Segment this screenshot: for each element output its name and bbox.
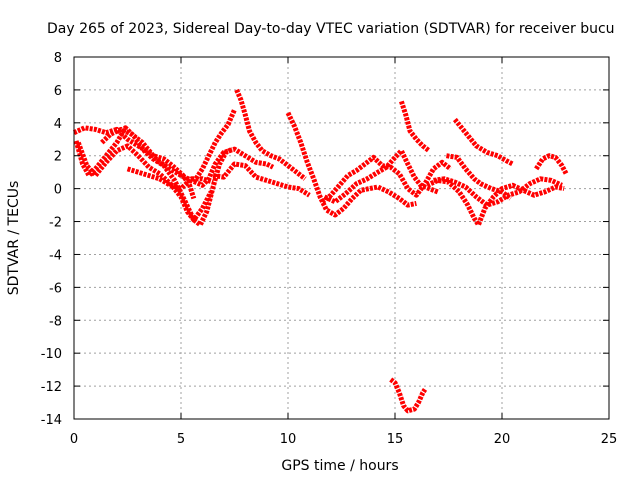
x-axis-label: GPS time / hours bbox=[281, 458, 398, 474]
series-arc-13 bbox=[426, 177, 565, 228]
series-arc-14 bbox=[433, 176, 563, 208]
series-arc-2 bbox=[73, 125, 234, 228]
y-tick-label: -4 bbox=[49, 248, 62, 263]
x-tick-label: 25 bbox=[601, 432, 618, 447]
y-axis-label: SDTVAR / TECUs bbox=[6, 181, 22, 296]
series-arc-16 bbox=[452, 117, 514, 167]
y-tick-label: -14 bbox=[41, 413, 62, 428]
y-tick-label: -12 bbox=[41, 380, 62, 395]
y-tick-label: 8 bbox=[54, 51, 62, 66]
y-tick-label: 4 bbox=[54, 117, 62, 132]
series-arc-7 bbox=[234, 88, 307, 181]
series-arc-3 bbox=[75, 141, 214, 223]
plot-frame bbox=[73, 56, 610, 420]
series-arc-6 bbox=[191, 108, 237, 184]
series-arc-17 bbox=[534, 153, 569, 175]
x-tick-label: 20 bbox=[494, 432, 511, 447]
x-tick-label: 0 bbox=[70, 432, 78, 447]
series-arc-5 bbox=[126, 166, 214, 192]
data-series bbox=[72, 88, 569, 414]
y-tick-label: 0 bbox=[54, 183, 62, 198]
series-arc-11 bbox=[323, 148, 439, 205]
axis-ticks bbox=[73, 56, 610, 420]
chart-title: Day 265 of 2023, Sidereal Day-to-day VTE… bbox=[47, 21, 615, 37]
series-arc-18 bbox=[389, 377, 428, 414]
y-tick-label: 2 bbox=[54, 150, 62, 165]
series-arc-4 bbox=[100, 126, 197, 200]
series-arc-10 bbox=[320, 154, 453, 204]
series-arc-9 bbox=[285, 111, 417, 218]
series-arc-15 bbox=[446, 153, 513, 201]
x-tick-label: 5 bbox=[177, 432, 185, 447]
grid bbox=[74, 57, 609, 419]
series-arc-8 bbox=[212, 161, 311, 198]
x-tick-label: 10 bbox=[280, 432, 297, 447]
y-tick-label: -2 bbox=[49, 216, 62, 231]
y-tick-label: 6 bbox=[54, 84, 62, 99]
y-tick-label: -10 bbox=[41, 347, 62, 362]
y-tick-label: -6 bbox=[49, 281, 62, 296]
series-arc-12 bbox=[399, 100, 431, 153]
x-tick-label: 15 bbox=[387, 432, 404, 447]
y-tick-label: -8 bbox=[49, 314, 62, 329]
